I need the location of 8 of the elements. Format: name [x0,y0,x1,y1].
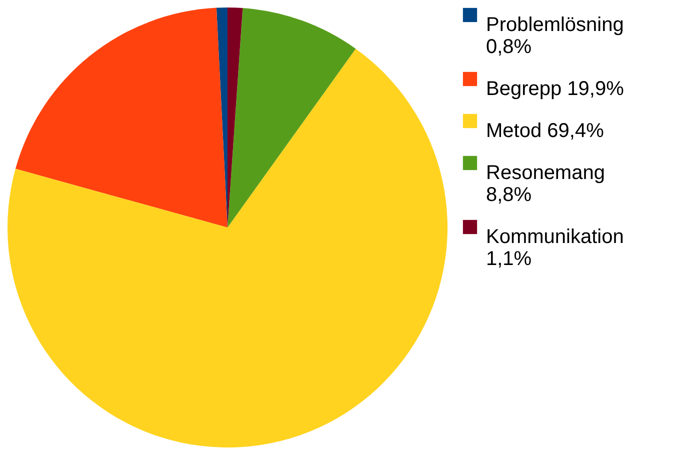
legend-label: Resonemang 8,8% [486,162,605,206]
legend-label: Begrepp 19,9% [486,78,624,100]
pie-slice [15,8,228,228]
pie-slice [8,48,448,448]
legend-label: Kommunikation 1,1% [486,226,624,270]
legend-label: Metod 69,4% [486,120,604,142]
pie-slice [228,8,356,228]
legend-label: Problemlösning 0,8% [486,14,624,58]
